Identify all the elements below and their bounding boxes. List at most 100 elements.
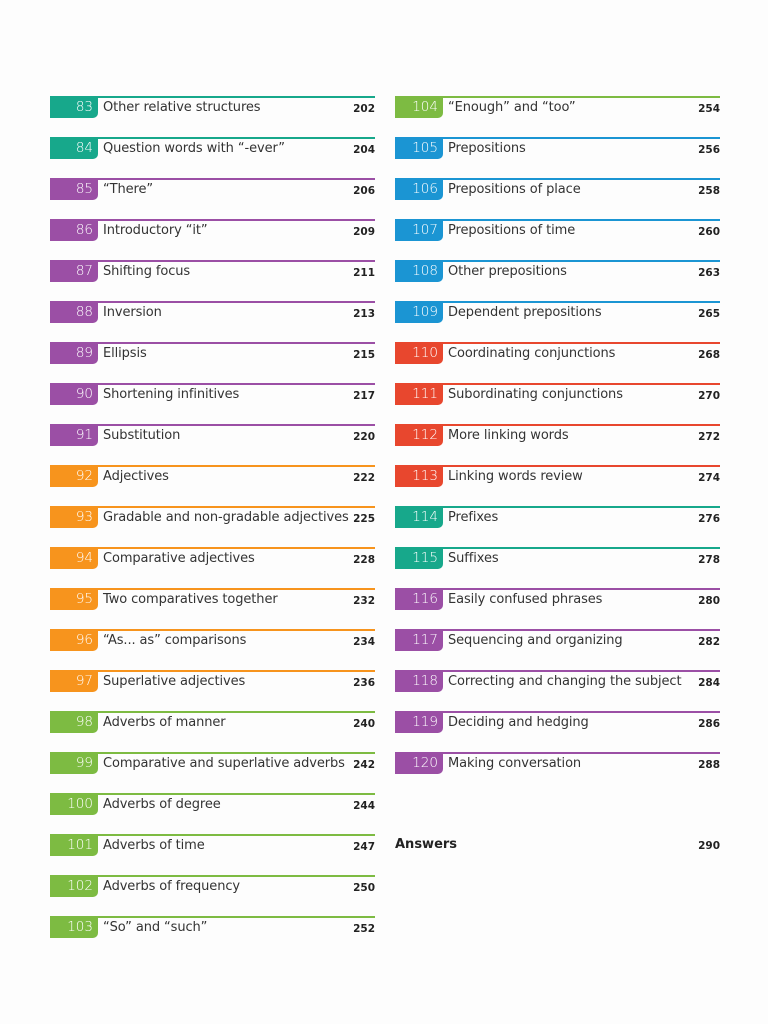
- toc-entry[interactable]: 91 Substitution 220: [50, 424, 375, 446]
- page-number: 256: [698, 144, 720, 156]
- toc-entry[interactable]: 113 Linking words review 274: [395, 465, 720, 487]
- unit-title: Shortening infinitives: [103, 387, 240, 402]
- unit-number-badge: 85: [50, 178, 98, 200]
- page-number: 286: [698, 718, 720, 730]
- unit-title: Introductory “it”: [103, 223, 208, 238]
- unit-title: Comparative and superlative adverbs: [103, 756, 345, 771]
- page-number: 240: [353, 718, 375, 730]
- toc-left-column: 83 Other relative structures 202 84 Question…: [50, 96, 375, 957]
- page-number: 284: [698, 677, 720, 689]
- page-number: 276: [698, 513, 720, 525]
- unit-title: Adverbs of frequency: [103, 879, 240, 894]
- toc-entry[interactable]: 105 Prepositions 256: [395, 137, 720, 159]
- unit-title: Prepositions of time: [448, 223, 576, 238]
- unit-number-badge: 103: [50, 916, 98, 938]
- unit-number-badge: 107: [395, 219, 443, 241]
- unit-number-badge: 100: [50, 793, 98, 815]
- toc-entry[interactable]: 83 Other relative structures 202: [50, 96, 375, 118]
- toc-entry[interactable]: 96 “As... as” comparisons 234: [50, 629, 375, 651]
- page-number: 211: [353, 267, 375, 279]
- unit-title: More linking words: [448, 428, 569, 443]
- toc-entry[interactable]: 114 Prefixes 276: [395, 506, 720, 528]
- toc-entry[interactable]: 85 “There” 206: [50, 178, 375, 200]
- unit-title: Ellipsis: [103, 346, 147, 361]
- toc-entry[interactable]: 120 Making conversation 288: [395, 752, 720, 774]
- toc-entry[interactable]: 103 “So” and “such” 252: [50, 916, 375, 938]
- toc-entry[interactable]: 117 Sequencing and organizing 282: [395, 629, 720, 651]
- unit-title: Two comparatives together: [103, 592, 278, 607]
- toc-entry[interactable]: 94 Comparative adjectives 228: [50, 547, 375, 569]
- page-number: 247: [353, 841, 375, 853]
- toc-entry[interactable]: 119 Deciding and hedging 286: [395, 711, 720, 733]
- page-number: 215: [353, 349, 375, 361]
- toc-entry[interactable]: 100 Adverbs of degree 244: [50, 793, 375, 815]
- unit-title: Sequencing and organizing: [448, 633, 623, 648]
- page-number: 263: [698, 267, 720, 279]
- toc-entry[interactable]: 110 Coordinating conjunctions 268: [395, 342, 720, 364]
- page-number: 217: [353, 390, 375, 402]
- toc-entry[interactable]: 115 Suffixes 278: [395, 547, 720, 569]
- page-number: 265: [698, 308, 720, 320]
- page-number: 209: [353, 226, 375, 238]
- unit-number-badge: 108: [395, 260, 443, 282]
- toc-entry[interactable]: 92 Adjectives 222: [50, 465, 375, 487]
- unit-title: Making conversation: [448, 756, 582, 771]
- page-number: 278: [698, 554, 720, 566]
- toc-entry[interactable]: 102 Adverbs of frequency 250: [50, 875, 375, 897]
- unit-number-badge: 99: [50, 752, 98, 774]
- unit-title: Subordinating conjunctions: [448, 387, 623, 402]
- page-number: 242: [353, 759, 375, 771]
- page-number: 268: [698, 349, 720, 361]
- answers-label: Answers: [395, 837, 458, 852]
- toc-entry[interactable]: 93 Gradable and non-gradable adjectives 22…: [50, 506, 375, 528]
- page-number: 288: [698, 759, 720, 771]
- unit-number-badge: 92: [50, 465, 98, 487]
- toc-entry[interactable]: 118 Correcting and changing the subject 28…: [395, 670, 720, 692]
- unit-title: Gradable and non-gradable adjectives: [103, 510, 349, 525]
- toc-entry[interactable]: 104 “Enough” and “too” 254: [395, 96, 720, 118]
- toc-entry[interactable]: 116 Easily confused phrases 280: [395, 588, 720, 610]
- unit-title: Question words with “-ever”: [103, 141, 285, 156]
- toc-entry-answers[interactable]: Answers 290: [395, 836, 720, 856]
- toc-entry[interactable]: 90 Shortening infinitives 217: [50, 383, 375, 405]
- page-number: 250: [353, 882, 375, 894]
- toc-entry[interactable]: 99 Comparative and superlative adverbs 242: [50, 752, 375, 774]
- toc-entry[interactable]: 109 Dependent prepositions 265: [395, 301, 720, 323]
- unit-number-badge: 102: [50, 875, 98, 897]
- unit-number-badge: 120: [395, 752, 443, 774]
- unit-title: Prefixes: [448, 510, 499, 525]
- toc-entry[interactable]: 111 Subordinating conjunctions 270: [395, 383, 720, 405]
- unit-title: Deciding and hedging: [448, 715, 589, 730]
- page-number: 220: [353, 431, 375, 443]
- unit-number-badge: 110: [395, 342, 443, 364]
- page-number: 252: [353, 923, 375, 935]
- unit-number-badge: 86: [50, 219, 98, 241]
- unit-title: Substitution: [103, 428, 181, 443]
- unit-number-badge: 83: [50, 96, 98, 118]
- toc-right-column: 104 “Enough” and “too” 254 105 Prepositions 2…: [395, 96, 720, 793]
- toc-entry[interactable]: 95 Two comparatives together 232: [50, 588, 375, 610]
- page-number: 260: [698, 226, 720, 238]
- toc-entry[interactable]: 107 Prepositions of time 260: [395, 219, 720, 241]
- page-number: 274: [698, 472, 720, 484]
- toc-entry[interactable]: 106 Prepositions of place 258: [395, 178, 720, 200]
- toc-entry[interactable]: 89 Ellipsis 215: [50, 342, 375, 364]
- unit-title: “There”: [103, 182, 154, 197]
- toc-entry[interactable]: 112 More linking words 272: [395, 424, 720, 446]
- toc-entry[interactable]: 98 Adverbs of manner 240: [50, 711, 375, 733]
- unit-title: Adverbs of time: [103, 838, 205, 853]
- toc-entry[interactable]: 87 Shifting focus 211: [50, 260, 375, 282]
- toc-entry[interactable]: 88 Inversion 213: [50, 301, 375, 323]
- unit-title: Suffixes: [448, 551, 499, 566]
- unit-number-badge: 109: [395, 301, 443, 323]
- toc-entry[interactable]: 86 Introductory “it” 209: [50, 219, 375, 241]
- page-number: 225: [353, 513, 375, 525]
- unit-number-badge: 114: [395, 506, 443, 528]
- toc-entry[interactable]: 101 Adverbs of time 247: [50, 834, 375, 856]
- toc-entry[interactable]: 97 Superlative adjectives 236: [50, 670, 375, 692]
- unit-number-badge: 94: [50, 547, 98, 569]
- unit-number-badge: 111: [395, 383, 443, 405]
- toc-entry[interactable]: 84 Question words with “-ever” 204: [50, 137, 375, 159]
- page-number: 213: [353, 308, 375, 320]
- toc-entry[interactable]: 108 Other prepositions 263: [395, 260, 720, 282]
